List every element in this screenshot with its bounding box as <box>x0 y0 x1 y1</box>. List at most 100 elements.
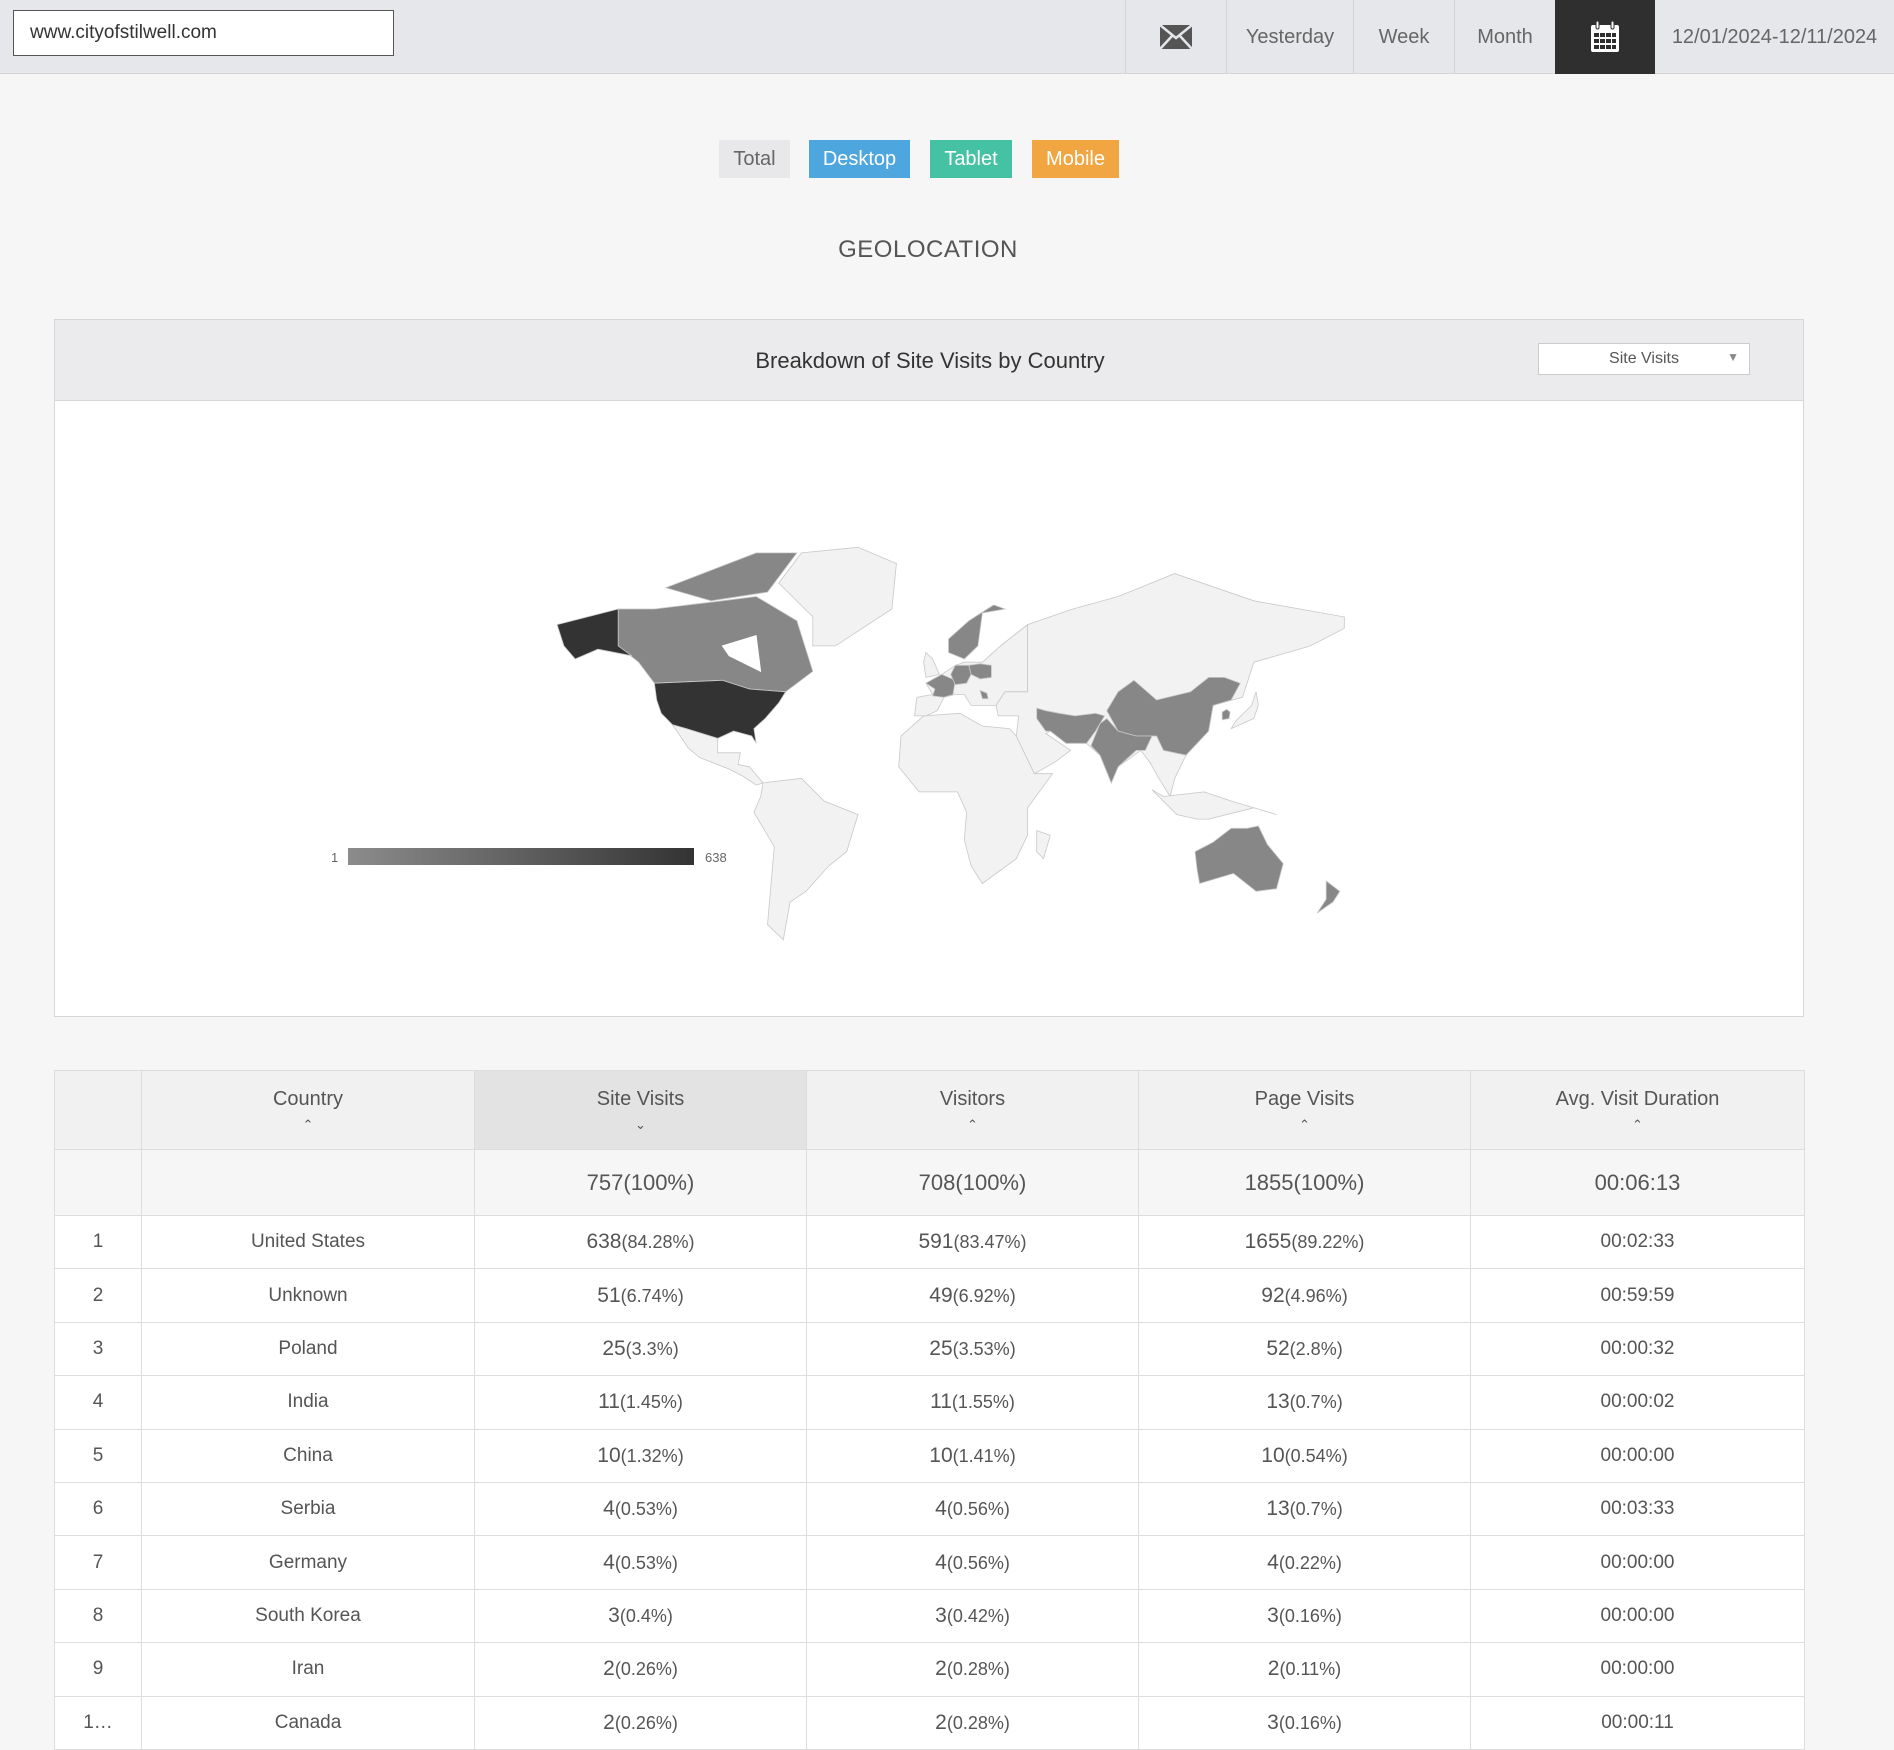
country-madagascar[interactable] <box>1036 830 1051 860</box>
site-url-input[interactable] <box>13 10 394 56</box>
page-visits: 4(0.22%) <box>1138 1535 1471 1590</box>
header-visitors[interactable]: Visitors ⌃ <box>806 1070 1139 1150</box>
page-visits: 92(4.96%) <box>1138 1268 1471 1323</box>
country-name: China <box>141 1428 475 1483</box>
visitors: 4(0.56%) <box>806 1481 1139 1537</box>
visitors: 2(0.28%) <box>806 1642 1139 1697</box>
total-duration: 00:06:13 <box>1470 1149 1805 1216</box>
country-asia[interactable] <box>995 573 1345 798</box>
visitors: 11(1.55%) <box>806 1375 1139 1430</box>
table-row: 4 India 11(1.45%) 11(1.55%) 13(0.7%) 00:… <box>54 1375 1805 1430</box>
page-visits: 2(0.11%) <box>1138 1642 1471 1697</box>
avg-duration: 00:03:33 <box>1470 1481 1805 1537</box>
total-site-visits: 757(100%) <box>474 1149 807 1216</box>
page-visits: 1655(89.22%) <box>1138 1214 1471 1270</box>
date-range[interactable]: 12/01/2024-12/11/2024 <box>1671 25 1878 48</box>
header-rank <box>54 1070 142 1150</box>
rank: 9 <box>54 1642 142 1697</box>
country-south-america[interactable] <box>753 777 859 941</box>
metric-select-value: Site Visits <box>1609 350 1679 367</box>
country-canada-islands[interactable] <box>664 552 798 602</box>
filter-total[interactable]: Total <box>719 140 790 178</box>
table-row: 5 China 10(1.32%) 10(1.41%) 10(0.54%) 00… <box>54 1428 1805 1483</box>
country-africa[interactable] <box>898 712 1054 885</box>
country-iran[interactable] <box>1036 707 1106 744</box>
site-visits: 4(0.53%) <box>474 1535 807 1590</box>
header-avg-duration[interactable]: Avg. Visit Duration ⌃ <box>1470 1070 1805 1150</box>
header-site-visits[interactable]: Site Visits ⌄ <box>474 1070 807 1150</box>
site-visits: 11(1.45%) <box>474 1375 807 1430</box>
rank: 2 <box>54 1268 142 1323</box>
country-table: Country ⌃ Site Visits ⌄ Visitors ⌃ Page Vis… <box>54 1070 1805 1750</box>
rank: 7 <box>54 1535 142 1590</box>
visitors: 3(0.42%) <box>806 1588 1139 1644</box>
top-bar: Yesterday Week Month 12/01/2024-12/11/20… <box>0 0 1894 74</box>
country-poland[interactable] <box>968 663 992 680</box>
country-france[interactable] <box>925 673 956 698</box>
section-title: GEOLOCATION <box>838 236 1018 263</box>
sort-asc-icon: ⌃ <box>967 1116 978 1132</box>
country-name: United States <box>141 1214 475 1270</box>
country-australia[interactable] <box>1194 825 1284 892</box>
country-uk[interactable] <box>923 651 940 678</box>
filter-desktop[interactable]: Desktop <box>809 140 910 178</box>
site-visits: 638(84.28%) <box>474 1214 807 1270</box>
total-page-visits: 1855(100%) <box>1138 1149 1471 1216</box>
country-south-korea[interactable] <box>1221 708 1231 721</box>
rank: 8 <box>54 1588 142 1644</box>
avg-duration: 00:00:00 <box>1470 1642 1805 1697</box>
country-scandinavia[interactable] <box>948 604 1007 660</box>
country-india[interactable] <box>1090 717 1153 784</box>
page-visits: 13(0.7%) <box>1138 1481 1471 1537</box>
site-visits: 2(0.26%) <box>474 1642 807 1697</box>
avg-duration: 00:59:59 <box>1470 1268 1805 1323</box>
country-united-states[interactable] <box>653 679 787 744</box>
country-canada[interactable] <box>617 596 814 693</box>
week-button[interactable]: Week <box>1353 0 1454 74</box>
envelope-icon <box>1160 25 1192 49</box>
calendar-button[interactable] <box>1555 0 1655 74</box>
country-serbia[interactable] <box>979 689 989 700</box>
email-report-button[interactable] <box>1125 0 1226 74</box>
avg-duration: 00:00:00 <box>1470 1588 1805 1644</box>
country-new-zealand[interactable] <box>1316 880 1341 914</box>
filter-mobile[interactable]: Mobile <box>1032 140 1119 178</box>
page-visits: 13(0.7%) <box>1138 1375 1471 1430</box>
page-visits: 3(0.16%) <box>1138 1588 1471 1644</box>
month-button[interactable]: Month <box>1454 0 1555 74</box>
yesterday-button[interactable]: Yesterday <box>1226 0 1353 74</box>
country-mexico[interactable] <box>671 724 764 786</box>
metric-select[interactable]: Site Visits ▼ <box>1538 343 1750 375</box>
visitors: 49(6.92%) <box>806 1268 1139 1323</box>
rank: 1 <box>54 1214 142 1270</box>
visitors: 10(1.41%) <box>806 1428 1139 1483</box>
site-visits: 10(1.32%) <box>474 1428 807 1483</box>
panel-header: Breakdown of Site Visits by Country Site… <box>55 320 1803 401</box>
rank: 4 <box>54 1375 142 1430</box>
filter-tablet[interactable]: Tablet <box>930 140 1012 178</box>
country-indonesia[interactable] <box>1151 789 1277 820</box>
country-alaska[interactable] <box>556 608 633 660</box>
sort-desc-icon: ⌄ <box>635 1116 646 1132</box>
visitors: 2(0.28%) <box>806 1695 1139 1750</box>
header-country[interactable]: Country ⌃ <box>141 1070 475 1150</box>
geo-panel: Breakdown of Site Visits by Country Site… <box>54 319 1804 1017</box>
world-map[interactable]: 1 638 <box>55 401 1803 1017</box>
country-name: South Korea <box>141 1588 475 1644</box>
country-hudson-bay[interactable] <box>721 634 762 673</box>
chevron-down-icon: ▼ <box>1727 350 1739 364</box>
legend-max: 638 <box>705 850 727 865</box>
calendar-icon <box>1591 21 1619 52</box>
country-japan[interactable] <box>1230 691 1259 730</box>
table-row: 1… Canada 2(0.26%) 2(0.28%) 3(0.16%) 00:… <box>54 1695 1805 1750</box>
country-name: Iran <box>141 1642 475 1697</box>
country-name: India <box>141 1375 475 1430</box>
avg-duration: 00:02:33 <box>1470 1214 1805 1270</box>
avg-duration: 00:00:00 <box>1470 1535 1805 1590</box>
rank: 1… <box>54 1695 142 1750</box>
country-name: Germany <box>141 1535 475 1590</box>
table-row: 1 United States 638(84.28%) 591(83.47%) … <box>54 1214 1805 1270</box>
country-name: Unknown <box>141 1268 475 1323</box>
header-page-visits[interactable]: Page Visits ⌃ <box>1138 1070 1471 1150</box>
country-greenland[interactable] <box>778 546 897 647</box>
